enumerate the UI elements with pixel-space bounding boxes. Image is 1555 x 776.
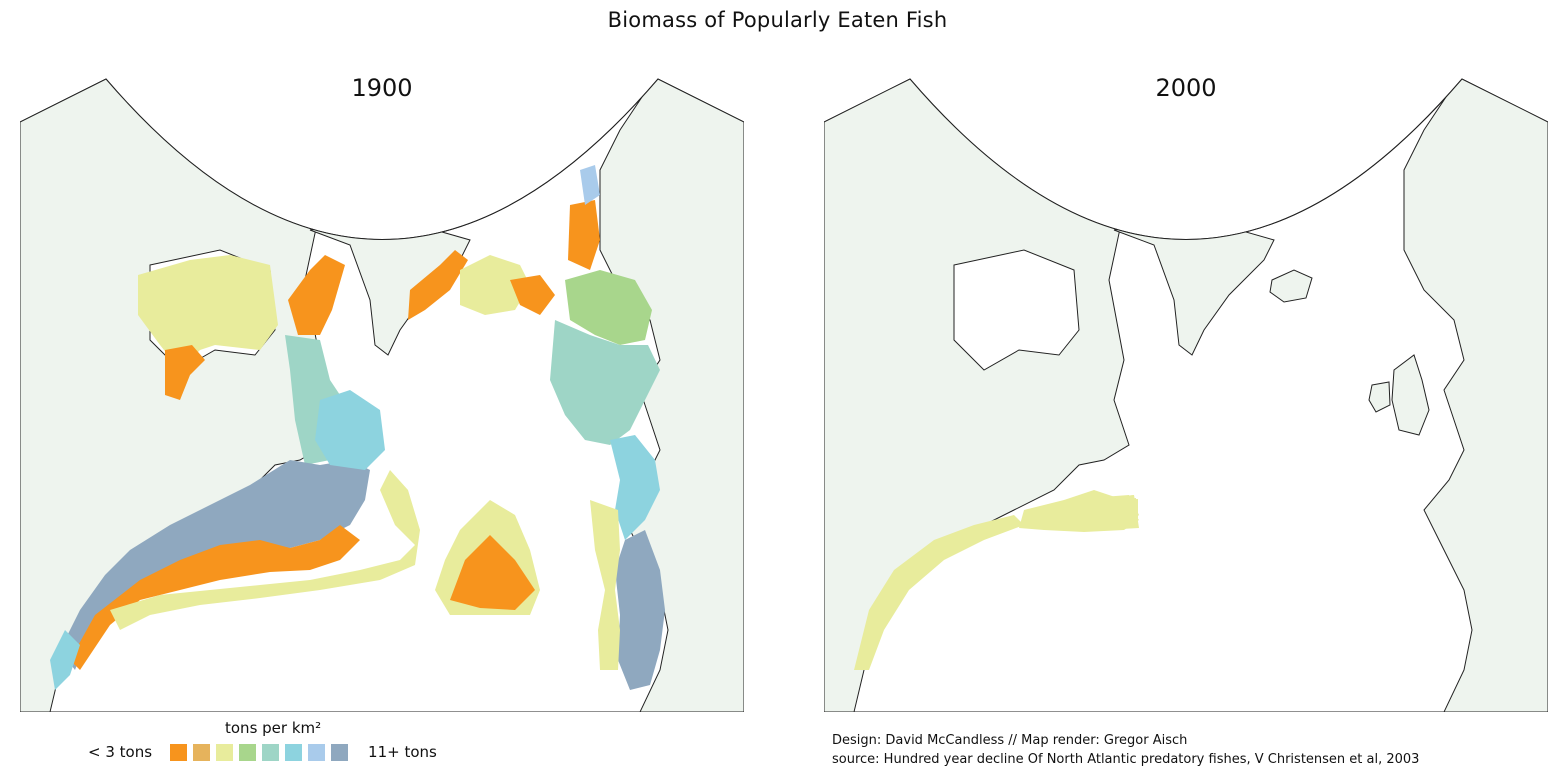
biomass-2000 [854, 490, 1139, 670]
legend-swatch-3 [216, 743, 234, 761]
map-2000: 2000 [824, 70, 1548, 712]
land-europe [1403, 79, 1548, 712]
biomass-florida-teal [50, 630, 80, 690]
design-credit: Design: David McCandless // Map render: … [832, 733, 1188, 748]
biomass-bay-of-biscay [610, 435, 660, 540]
legend-swatch-7 [308, 743, 326, 761]
legend-title: tons per km² [225, 719, 321, 737]
biomass-james-bay [165, 345, 205, 400]
biomass-greenland-east [408, 250, 468, 320]
biomass-norway-orange [568, 200, 600, 270]
biomass-us-shelf-orange [70, 525, 360, 670]
page-title: Biomass of Popularly Eaten Fish [607, 8, 948, 32]
legend-swatch-4 [239, 743, 257, 761]
biomass-us-shelf-yellow [110, 470, 420, 630]
map-year-label: 1900 [351, 74, 413, 102]
credits: Design: David McCandless // Map render: … [832, 731, 1419, 769]
biomass-north-sea-green [565, 270, 652, 345]
biomass-hudson-bay [138, 255, 278, 370]
biomass-iberia-yellow [590, 500, 620, 670]
biomass-norway-blue [580, 165, 600, 205]
legend-swatch-2 [193, 743, 211, 761]
biomass-grand-banks-blue [60, 460, 370, 670]
biomass-iberia-blue [615, 530, 665, 690]
biomass-azores-orange [450, 535, 535, 610]
legend-title-text: tons per km² [225, 719, 322, 737]
land-greenland [1113, 219, 1275, 356]
source-credit: source: Hundred year decline Of North At… [832, 752, 1420, 767]
legend-min-label: < 3 tons [88, 743, 153, 761]
legend-swatch-5 [262, 743, 280, 761]
biomass-north-sea-teal [550, 320, 660, 445]
biomass-iceland-ring [460, 255, 530, 315]
land-ireland [1368, 381, 1391, 413]
map-1900-svg [20, 78, 744, 712]
land-greenland [309, 219, 471, 356]
hudson-bay [953, 249, 1080, 371]
biomass-ocean-patch [1109, 499, 1138, 526]
biomass-scotian-teal [315, 390, 385, 470]
biomass-us-coast [854, 515, 1024, 670]
legend-swatch-1 [170, 743, 188, 761]
legend-swatches [170, 743, 354, 761]
map-1900: 1900 [20, 70, 744, 712]
map-year-label: 2000 [1155, 74, 1217, 102]
legend: < 3 tons 11+ tons [88, 741, 437, 763]
land-iceland [1269, 269, 1313, 303]
legend-swatch-6 [285, 743, 303, 761]
biomass-labrador-sea [288, 255, 345, 335]
legend-swatch-8 [331, 743, 349, 761]
biomass-1900 [50, 165, 665, 690]
land-british-isles [1391, 354, 1430, 436]
biomass-faroe-orange [510, 275, 555, 315]
map-2000-svg [824, 78, 1548, 712]
legend-max-label: 11+ tons [368, 743, 437, 761]
